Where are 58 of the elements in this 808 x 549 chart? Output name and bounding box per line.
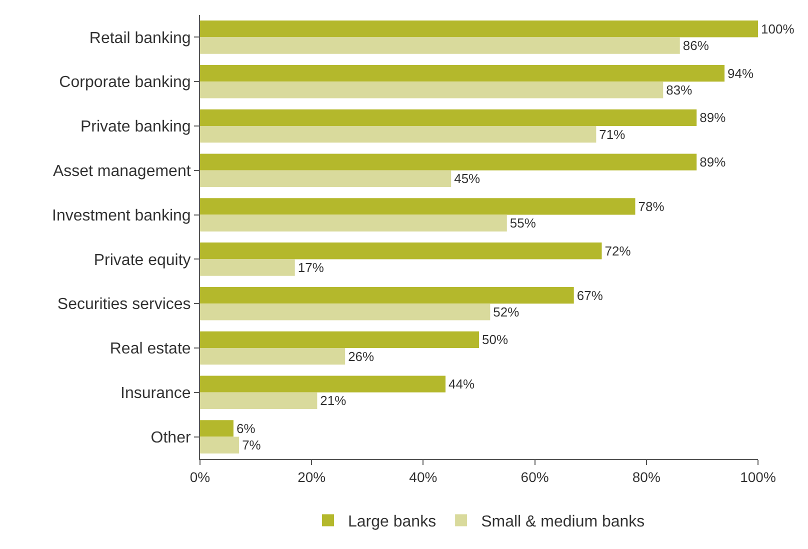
x-tick-label: 20%: [298, 468, 326, 485]
y-tick-label: Investment banking: [52, 207, 191, 224]
x-tick-label: 0%: [190, 468, 210, 485]
y-tick-label: Private banking: [80, 118, 191, 136]
data-label: 72%: [604, 243, 632, 258]
data-label: 89%: [700, 110, 726, 126]
bar: [200, 154, 697, 170]
bar: [200, 82, 664, 98]
x-tick-label: 100%: [740, 468, 776, 485]
bar: [200, 436, 240, 454]
data-label: 78%: [638, 198, 665, 214]
data-label: 44%: [448, 376, 475, 392]
bar: [200, 304, 490, 320]
bar: [200, 126, 596, 143]
x-tick-label: 80%: [632, 468, 660, 485]
y-tick-label: Insurance: [120, 385, 191, 402]
x-tick-label: 60%: [520, 468, 549, 485]
legend-label: Small & medium banks: [481, 514, 645, 531]
data-label: 52%: [493, 304, 520, 320]
y-tick-label: Private equity: [94, 252, 191, 269]
data-label: 55%: [510, 216, 536, 231]
data-label: 7%: [242, 438, 262, 453]
y-tick-label: Asset management: [52, 163, 192, 180]
y-tick-label: Other: [150, 429, 192, 446]
data-label: 67%: [576, 288, 604, 303]
y-tick-label: Securities services: [57, 296, 191, 314]
data-label: 50%: [482, 332, 508, 348]
y-tick-label: Retail banking: [89, 30, 191, 47]
bar: [200, 20, 758, 38]
data-label: 26%: [348, 348, 375, 364]
bar: [200, 331, 479, 348]
bar: [200, 198, 636, 215]
bar: [200, 37, 680, 54]
data-label: 71%: [599, 126, 626, 142]
bar: [200, 392, 318, 410]
bar: [200, 259, 295, 276]
data-label: 6%: [236, 420, 256, 436]
x-tick-label: 40%: [409, 468, 438, 485]
data-label: 94%: [728, 66, 754, 81]
legend-label: Large banks: [348, 514, 436, 531]
bar: [200, 420, 234, 437]
data-label: 86%: [682, 38, 710, 54]
bar: [200, 109, 697, 126]
data-label: 17%: [298, 260, 324, 276]
data-label: 83%: [666, 82, 693, 98]
y-tick-label: Real estate: [110, 340, 191, 358]
y-tick-label: Corporate banking: [59, 74, 191, 92]
bar: [200, 242, 602, 260]
bar: [200, 64, 725, 82]
bar: [200, 170, 452, 188]
bar: [200, 348, 346, 365]
bar: [200, 214, 507, 232]
data-label: 89%: [700, 154, 726, 170]
data-label: 100%: [761, 21, 795, 36]
data-label: 45%: [454, 171, 481, 186]
data-label: 21%: [320, 393, 347, 408]
bar: [200, 286, 574, 304]
bar: [200, 376, 446, 392]
